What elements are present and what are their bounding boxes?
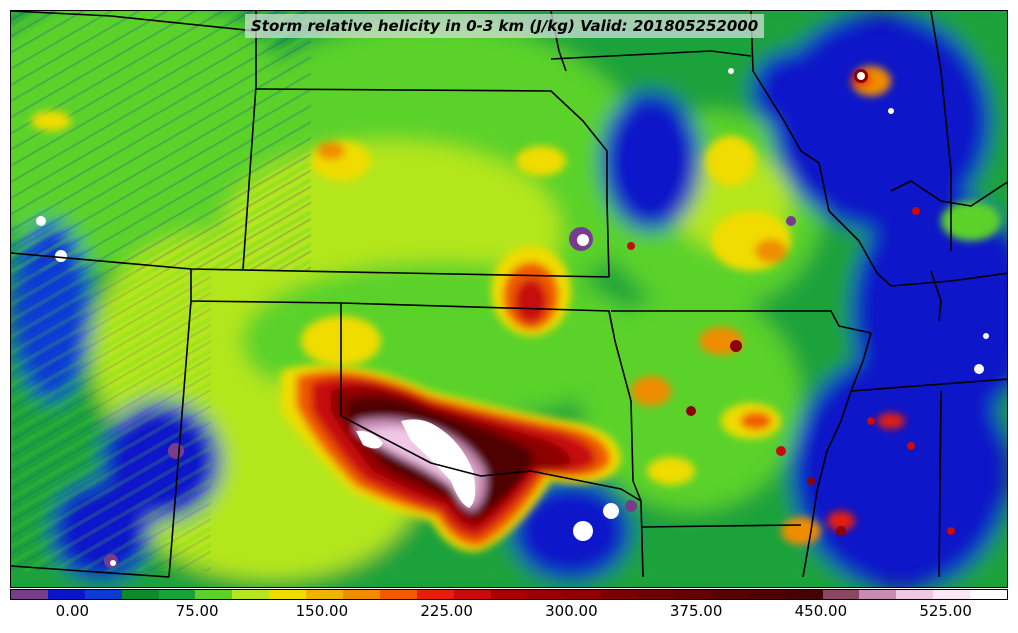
- wyoming-colorado-east: [242, 11, 257, 270]
- colorbar-tick-label: 300.00: [545, 602, 598, 620]
- colorbar-swatch: [970, 590, 1008, 599]
- colorbar-tick-label: 375.00: [669, 602, 723, 620]
- colorbar-swatch: [748, 590, 786, 599]
- colorbar-tick-label: 150.00: [295, 602, 349, 620]
- colorbar-swatch: [121, 590, 159, 599]
- louisiana-north-line: [640, 524, 802, 528]
- colorbar-swatch: [638, 590, 676, 599]
- colorbar-swatch: [84, 590, 122, 599]
- colorbar-tick-label: 0.00: [55, 602, 90, 620]
- colorbar-swatch: [232, 590, 270, 599]
- field-detail: [31, 66, 1001, 545]
- red-river: [340, 415, 642, 502]
- tennessee-south: [850, 378, 1007, 392]
- indiana-boundary: [930, 11, 952, 251]
- tennessee-river: [930, 270, 942, 322]
- colorbar-tick-label: 225.00: [420, 602, 473, 620]
- colorbar-swatch: [195, 590, 233, 599]
- wisconsin-boundary: [750, 11, 820, 164]
- helicity-field: [11, 11, 1007, 587]
- colorbar-swatch: [416, 590, 454, 599]
- colorbar-swatch: [822, 590, 860, 599]
- colorbar-swatch: [47, 590, 85, 599]
- colorbar-swatch: [269, 590, 307, 599]
- state-borders: [11, 11, 1007, 578]
- colorbar-tick-label: 450.00: [794, 602, 848, 620]
- northern-line: [550, 50, 752, 60]
- helicity-peak-core: [401, 419, 476, 508]
- helicity-peak-secondary: [356, 430, 383, 449]
- colorbar-swatch: [306, 590, 344, 599]
- southwest-boundary: [11, 565, 170, 578]
- missouri-south-line: [611, 310, 872, 334]
- colorbar-ticks: 0.00 75.00 150.00 225.00 300.00 375.00 450.00 5…: [10, 600, 1008, 630]
- southwest-wave-texture: [11, 271, 211, 571]
- colorbar: [10, 589, 1008, 600]
- colorbar-swatch: [490, 590, 528, 599]
- colorbar-swatch: [675, 590, 712, 599]
- western-wave-texture: [11, 11, 311, 271]
- ohio-river: [890, 180, 1007, 207]
- map-title: Storm relative helicity in 0-3 km (J/kg)…: [245, 14, 765, 38]
- colorbar-swatch: [564, 590, 602, 599]
- colorbar-swatch: [343, 590, 380, 599]
- map-panel: [10, 10, 1008, 588]
- colorbar-swatch: [711, 590, 749, 599]
- colorbar-swatch: [379, 590, 417, 599]
- mississippi-upper: [818, 162, 892, 287]
- colorbar-tick-label: 75.00: [175, 602, 219, 620]
- colorbar-swatch: [933, 590, 971, 599]
- alabama-west: [938, 390, 942, 578]
- colorado-newmexico-kansas: [190, 269, 614, 332]
- colorbar-swatch: [859, 590, 897, 599]
- colorbar-swatch: [527, 590, 565, 599]
- nebraska-iowa-line: [255, 88, 610, 278]
- storm-cells: [36, 68, 989, 568]
- colorbar-tick-label: 525.00: [919, 602, 972, 620]
- oklahoma-arkansas-line: [608, 310, 644, 578]
- colorbar-swatch: [453, 590, 491, 599]
- colorbar-swatch: [601, 590, 639, 599]
- colorbar-swatch: [896, 590, 934, 599]
- nm-arizona-line: [168, 300, 192, 578]
- colorbar-swatch: [11, 590, 48, 599]
- mississippi-lower: [802, 332, 872, 578]
- kentucky-line: [890, 272, 1007, 287]
- kansas-nebraska-line: [11, 252, 610, 278]
- montana-line: [11, 11, 257, 32]
- colorbar-swatch: [785, 590, 823, 599]
- colorbar-swatch: [158, 590, 196, 599]
